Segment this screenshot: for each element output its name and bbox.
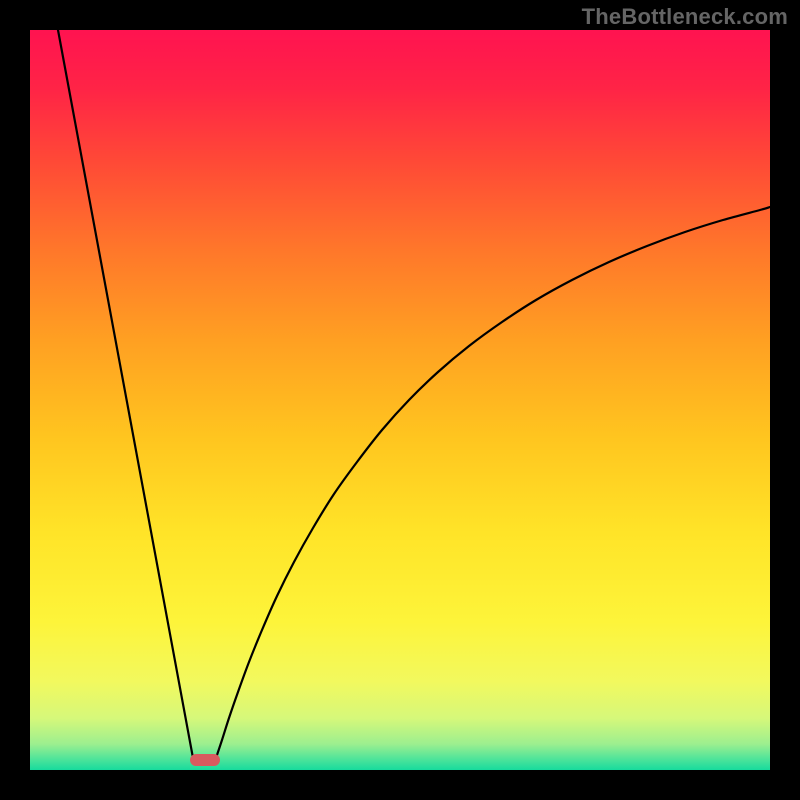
bottleneck-chart xyxy=(0,0,800,800)
chart-frame: TheBottleneck.com xyxy=(0,0,800,800)
optimum-marker xyxy=(190,754,220,766)
plot-background xyxy=(30,30,770,770)
